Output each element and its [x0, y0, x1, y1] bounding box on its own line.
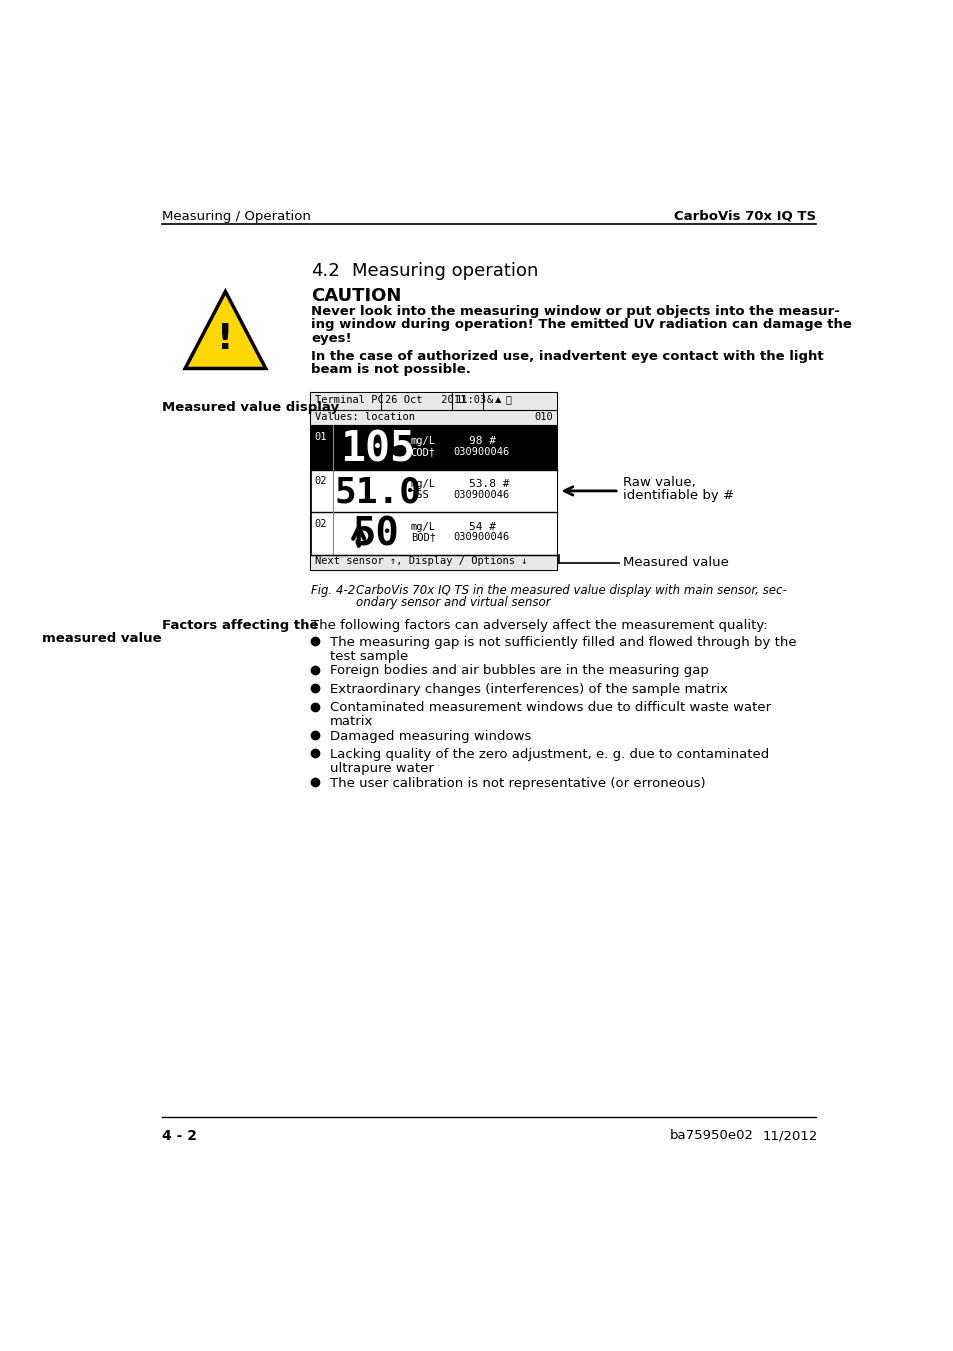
Text: beam is not possible.: beam is not possible. — [311, 363, 471, 376]
Bar — [311, 393, 557, 411]
Bar — [333, 470, 557, 512]
Bar — [333, 426, 557, 470]
Text: Measured value: Measured value — [622, 557, 728, 569]
Text: Fig. 4-2: Fig. 4-2 — [311, 584, 355, 597]
Text: 02: 02 — [314, 519, 327, 528]
Text: COD†: COD† — [410, 447, 436, 457]
Bar — [311, 555, 557, 570]
Text: Damaged measuring windows: Damaged measuring windows — [330, 730, 531, 743]
Bar — [311, 426, 333, 470]
Text: &: & — [486, 394, 493, 405]
Text: 4.2: 4.2 — [311, 262, 340, 280]
Text: !: ! — [217, 323, 233, 357]
Text: 02: 02 — [314, 477, 327, 486]
Text: 50: 50 — [352, 516, 398, 554]
Text: measured value: measured value — [42, 632, 162, 644]
Text: The following factors can adversely affect the measurement quality:: The following factors can adversely affe… — [311, 619, 767, 632]
Text: matrix: matrix — [330, 715, 373, 728]
Bar — [333, 512, 557, 555]
Text: Contaminated measurement windows due to difficult waste water: Contaminated measurement windows due to … — [330, 701, 770, 715]
Bar — [311, 411, 557, 426]
Text: Factors affecting the: Factors affecting the — [162, 619, 318, 632]
Text: Terminal PC: Terminal PC — [315, 394, 384, 405]
Text: Values: location: Values: location — [315, 412, 415, 422]
Text: The user calibration is not representative (or erroneous): The user calibration is not representati… — [330, 777, 705, 789]
Text: Never look into the measuring window or put objects into the measur-: Never look into the measuring window or … — [311, 304, 840, 317]
Text: 105: 105 — [340, 428, 416, 470]
Polygon shape — [185, 292, 266, 369]
Text: ondary sensor and virtual sensor: ondary sensor and virtual sensor — [356, 596, 551, 609]
Text: 01: 01 — [314, 431, 327, 442]
Text: Next sensor ↑, Display / Options ↓: Next sensor ↑, Display / Options ↓ — [315, 557, 527, 566]
Text: mg/L: mg/L — [410, 436, 436, 446]
Bar — [311, 470, 333, 512]
Text: mg/L: mg/L — [410, 521, 436, 532]
Text: CarboVis 70x IQ TS in the measured value display with main sensor, sec-: CarboVis 70x IQ TS in the measured value… — [356, 584, 786, 597]
Text: Extraordinary changes (interferences) of the sample matrix: Extraordinary changes (interferences) of… — [330, 682, 727, 696]
Text: identifiable by #: identifiable by # — [622, 489, 734, 501]
Text: ba75950e02: ba75950e02 — [669, 1129, 753, 1142]
Text: 54 #: 54 # — [468, 521, 496, 532]
Text: CarboVis 70x IQ TS: CarboVis 70x IQ TS — [673, 209, 815, 223]
Text: TSS: TSS — [410, 490, 429, 500]
Text: Raw value,: Raw value, — [622, 477, 695, 489]
Text: BOD†: BOD† — [410, 532, 436, 543]
Text: 030900046: 030900046 — [453, 447, 509, 457]
Bar — [311, 393, 557, 570]
Text: Measured value display: Measured value display — [162, 401, 338, 413]
Text: test sample: test sample — [330, 650, 408, 662]
Text: In the case of authorized use, inadvertent eye contact with the light: In the case of authorized use, inadverte… — [311, 350, 823, 363]
Text: eyes!: eyes! — [311, 332, 352, 346]
Text: 53.8 #: 53.8 # — [468, 480, 509, 489]
Text: ing window during operation! The emitted UV radiation can damage the: ing window during operation! The emitted… — [311, 319, 851, 331]
Text: 11/2012: 11/2012 — [761, 1129, 817, 1142]
Text: 030900046: 030900046 — [453, 490, 509, 500]
Text: Measuring / Operation: Measuring / Operation — [162, 209, 311, 223]
Text: 26 Oct   2011: 26 Oct 2011 — [385, 394, 466, 405]
Text: ⓘ: ⓘ — [505, 394, 511, 405]
Text: The measuring gap is not sufficiently filled and flowed through by the: The measuring gap is not sufficiently fi… — [330, 636, 796, 648]
Text: 010: 010 — [534, 412, 553, 422]
Text: CAUTION: CAUTION — [311, 286, 401, 305]
Text: ▲: ▲ — [495, 394, 501, 404]
Text: ultrapure water: ultrapure water — [330, 762, 434, 775]
Bar — [311, 512, 333, 555]
Text: 4 - 2: 4 - 2 — [162, 1129, 196, 1143]
Text: 030900046: 030900046 — [453, 532, 509, 543]
Text: Measuring operation: Measuring operation — [352, 262, 537, 280]
Text: 51.0: 51.0 — [335, 476, 421, 509]
Text: Lacking quality of the zero adjustment, e. g. due to contaminated: Lacking quality of the zero adjustment, … — [330, 748, 768, 761]
Text: Foreign bodies and air bubbles are in the measuring gap: Foreign bodies and air bubbles are in th… — [330, 665, 708, 677]
Text: mg/L: mg/L — [410, 480, 436, 489]
Text: 11:03: 11:03 — [456, 394, 486, 405]
Text: 98 #: 98 # — [468, 436, 496, 446]
